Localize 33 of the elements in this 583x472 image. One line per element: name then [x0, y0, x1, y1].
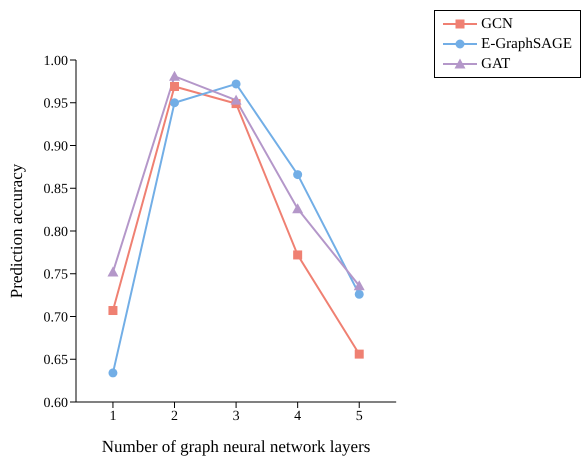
point: [108, 368, 118, 378]
point: [354, 350, 364, 359]
y-tick-label: 1.00: [44, 54, 68, 69]
x-tick-label: 1: [109, 408, 116, 424]
y-tick-label: 0.60: [44, 396, 68, 411]
point: [354, 280, 365, 290]
x-tick-label: 4: [294, 408, 302, 424]
legend-label: GAT: [481, 56, 510, 72]
y-tick-label: 0.65: [44, 353, 68, 368]
y-tick-label: 0.95: [44, 96, 68, 112]
y-tick-label: 0.70: [44, 310, 68, 326]
point: [232, 79, 241, 88]
y-tick-label: 0.85: [44, 182, 68, 198]
point: [293, 170, 302, 180]
point: [169, 70, 180, 81]
x-tick-label: 3: [232, 408, 240, 424]
point: [293, 250, 302, 260]
x-tick-label: 5: [356, 408, 363, 424]
point: [230, 94, 242, 105]
point: [107, 266, 118, 277]
point: [170, 82, 180, 92]
x-axis-title: Number of graph neural network layers: [102, 437, 370, 456]
y-tick-label: 0.75: [44, 268, 68, 283]
point: [170, 98, 180, 108]
y-tick-label: 0.80: [44, 224, 68, 240]
legend-label: GCN: [481, 16, 513, 32]
y-tick-label: 0.90: [44, 139, 68, 154]
legend-label: E-GraphSAGE: [481, 36, 572, 52]
x-tick-label: 2: [171, 408, 178, 424]
y-axis-title: Prediction accuracy: [7, 163, 26, 298]
point: [108, 306, 118, 316]
point: [354, 290, 364, 299]
point: [292, 203, 304, 214]
